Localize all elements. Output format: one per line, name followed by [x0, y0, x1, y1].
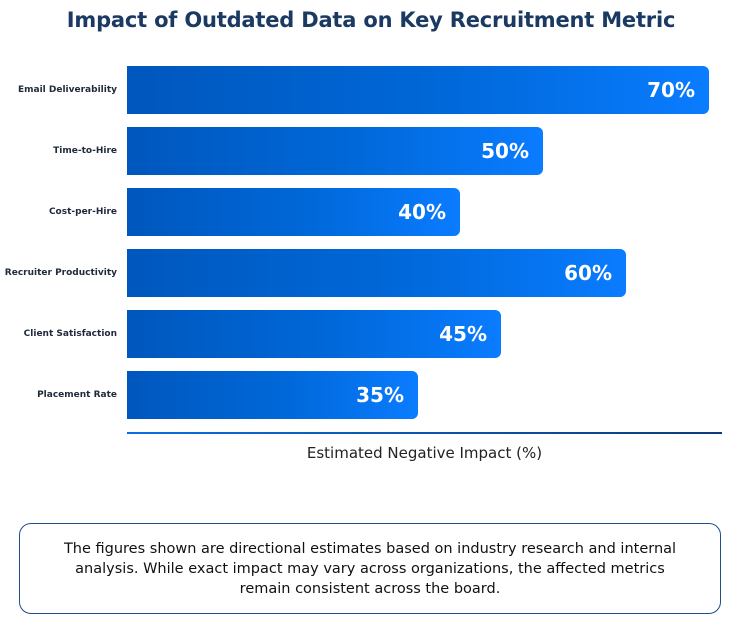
bar: 45%: [127, 310, 501, 358]
bar: 35%: [127, 371, 418, 419]
disclaimer-note: The figures shown are directional estima…: [19, 523, 721, 614]
bar-value-label: 60%: [564, 261, 612, 285]
category-label: Time-to-Hire: [53, 146, 117, 156]
bar: 70%: [127, 66, 709, 114]
bar: 40%: [127, 188, 460, 236]
chart-title: Impact of Outdated Data on Key Recruitme…: [66, 8, 676, 32]
disclaimer-text: The figures shown are directional estima…: [63, 540, 677, 597]
category-label: Placement Rate: [37, 390, 117, 400]
x-axis-line: [127, 432, 722, 434]
bar-value-label: 35%: [356, 383, 404, 407]
bar-value-label: 50%: [481, 139, 529, 163]
bar-value-label: 45%: [439, 322, 487, 346]
category-label: Recruiter Productivity: [4, 268, 117, 278]
category-label: Cost-per-Hire: [48, 207, 117, 217]
bar-value-label: 70%: [647, 78, 695, 102]
bar-value-label: 40%: [398, 200, 446, 224]
bar: 60%: [127, 249, 626, 297]
category-label: Email Deliverability: [18, 85, 117, 95]
x-axis-label: Estimated Negative Impact (%): [306, 444, 543, 462]
bar: 50%: [127, 127, 543, 175]
category-label: Client Satisfaction: [23, 329, 117, 339]
